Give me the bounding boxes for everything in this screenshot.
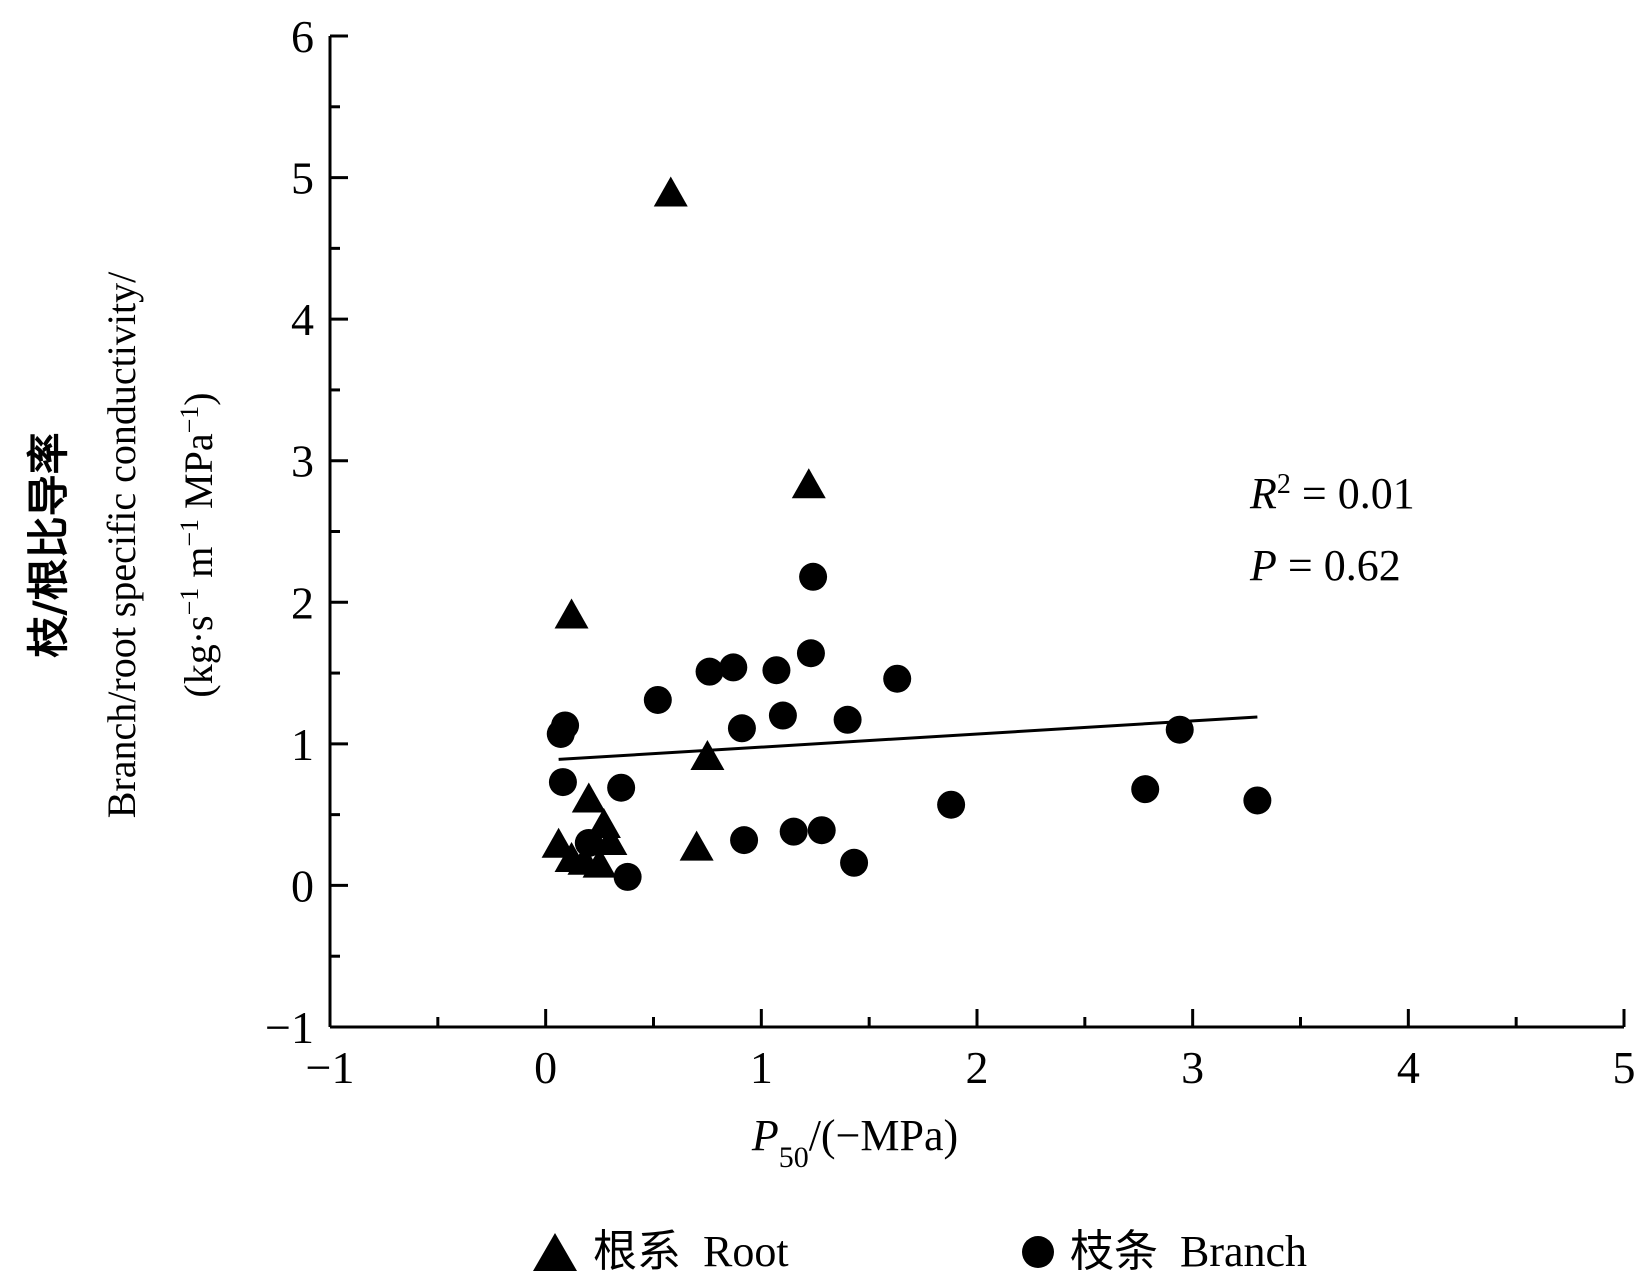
branch-point xyxy=(643,685,672,714)
legend-root-label: 根系 Root xyxy=(593,1227,789,1276)
branch-point xyxy=(719,653,748,682)
branch-point xyxy=(1165,715,1194,744)
x-tick-label: 5 xyxy=(1613,1042,1636,1093)
r-squared-superscript: 2 xyxy=(1277,469,1291,500)
x-axis-label-unit: /(−MPa) xyxy=(809,1111,958,1160)
y-axis-label-en: Branch/root specific conductivity/ xyxy=(99,271,144,818)
y-tick-label: 0 xyxy=(291,860,314,911)
unit-part-a: (kg·s xyxy=(176,615,221,697)
branch-point xyxy=(796,639,825,668)
legend-branch-label: 枝条 Branch xyxy=(1070,1227,1307,1276)
root-point xyxy=(679,830,714,861)
x-axis-label-subscript: 50 xyxy=(779,1141,809,1174)
y-axis-label-en-text: Branch/root specific conductivity/ xyxy=(99,271,144,818)
fit-line-group xyxy=(558,715,1258,761)
branch-point xyxy=(727,714,756,743)
branch-point xyxy=(807,816,836,845)
branch-point xyxy=(574,828,603,857)
x-tick-label: −1 xyxy=(306,1042,355,1093)
y-axis-label-cn: 枝/根比导率 xyxy=(24,432,73,657)
branch-point xyxy=(883,664,912,693)
axes: −1 0 1 2 3 4 5 −1 0 1 2 3 4 5 6 xyxy=(265,11,1635,1093)
branch-point xyxy=(762,656,791,685)
root-point xyxy=(582,847,617,878)
unit-sup-2: −1 xyxy=(175,519,204,547)
unit-part-e: MPa xyxy=(176,433,221,519)
branch-point xyxy=(613,862,642,891)
y-tick-label: 3 xyxy=(291,436,314,487)
root-point xyxy=(571,782,606,813)
branch-point xyxy=(799,562,828,591)
y-axis-label-unit-text: (kg·s−1 m−1 MPa−1) xyxy=(175,392,222,697)
root-point xyxy=(653,176,688,207)
x-axis-label-symbol: P xyxy=(751,1111,779,1160)
branch-point xyxy=(768,701,797,730)
legend-triangle-icon xyxy=(533,1233,577,1271)
unit-sup-1: −1 xyxy=(175,588,204,616)
unit-sup-3: −1 xyxy=(175,406,204,434)
y-tick-label: 4 xyxy=(291,294,314,345)
data-points xyxy=(541,176,1272,891)
y-tick-label: 1 xyxy=(291,719,314,770)
branch-point xyxy=(546,719,575,748)
y-tick-label: 5 xyxy=(291,153,314,204)
branch-point xyxy=(695,657,724,686)
branch-point xyxy=(730,826,759,855)
x-tick-label: 4 xyxy=(1397,1042,1420,1093)
root-point xyxy=(554,598,589,629)
y-tick-label: 2 xyxy=(291,577,314,628)
x-tick-label: 0 xyxy=(534,1042,557,1093)
r-squared-annotation: R2 = 0.01 xyxy=(1249,469,1415,519)
y-tick-label: −1 xyxy=(265,1002,314,1053)
x-tick-label: 2 xyxy=(966,1042,989,1093)
branch-point xyxy=(779,817,808,846)
x-tick-label: 1 xyxy=(750,1042,773,1093)
p-value-annotation: P = 0.62 xyxy=(1249,541,1401,590)
y-axis-label-cn-text: 枝/根比导率 xyxy=(24,432,73,657)
legend-circle-icon xyxy=(1022,1236,1054,1268)
y-axis-label-unit: (kg·s−1 m−1 MPa−1) xyxy=(175,392,222,697)
p-value-symbol: P xyxy=(1249,541,1277,590)
y-tick-label: 6 xyxy=(291,11,314,62)
root-point xyxy=(791,468,826,499)
branch-point xyxy=(1131,775,1160,804)
branch-point xyxy=(937,790,966,819)
p-value-value: = 0.62 xyxy=(1277,541,1401,590)
unit-part-c: m xyxy=(176,547,221,588)
legend: 根系 Root 枝条 Branch xyxy=(533,1227,1307,1276)
unit-part-g: ) xyxy=(176,392,221,405)
r-squared-value: = 0.01 xyxy=(1291,469,1415,518)
x-axis-label: P50/(−MPa) xyxy=(751,1111,958,1174)
branch-point xyxy=(840,848,869,877)
r-squared-symbol: R xyxy=(1249,469,1277,518)
branch-point xyxy=(1243,786,1272,815)
branch-point xyxy=(607,773,636,802)
branch-point xyxy=(548,768,577,797)
branch-point xyxy=(833,705,862,734)
x-tick-label: 3 xyxy=(1181,1042,1204,1093)
root-point xyxy=(690,740,725,771)
regression-line xyxy=(558,715,1258,761)
